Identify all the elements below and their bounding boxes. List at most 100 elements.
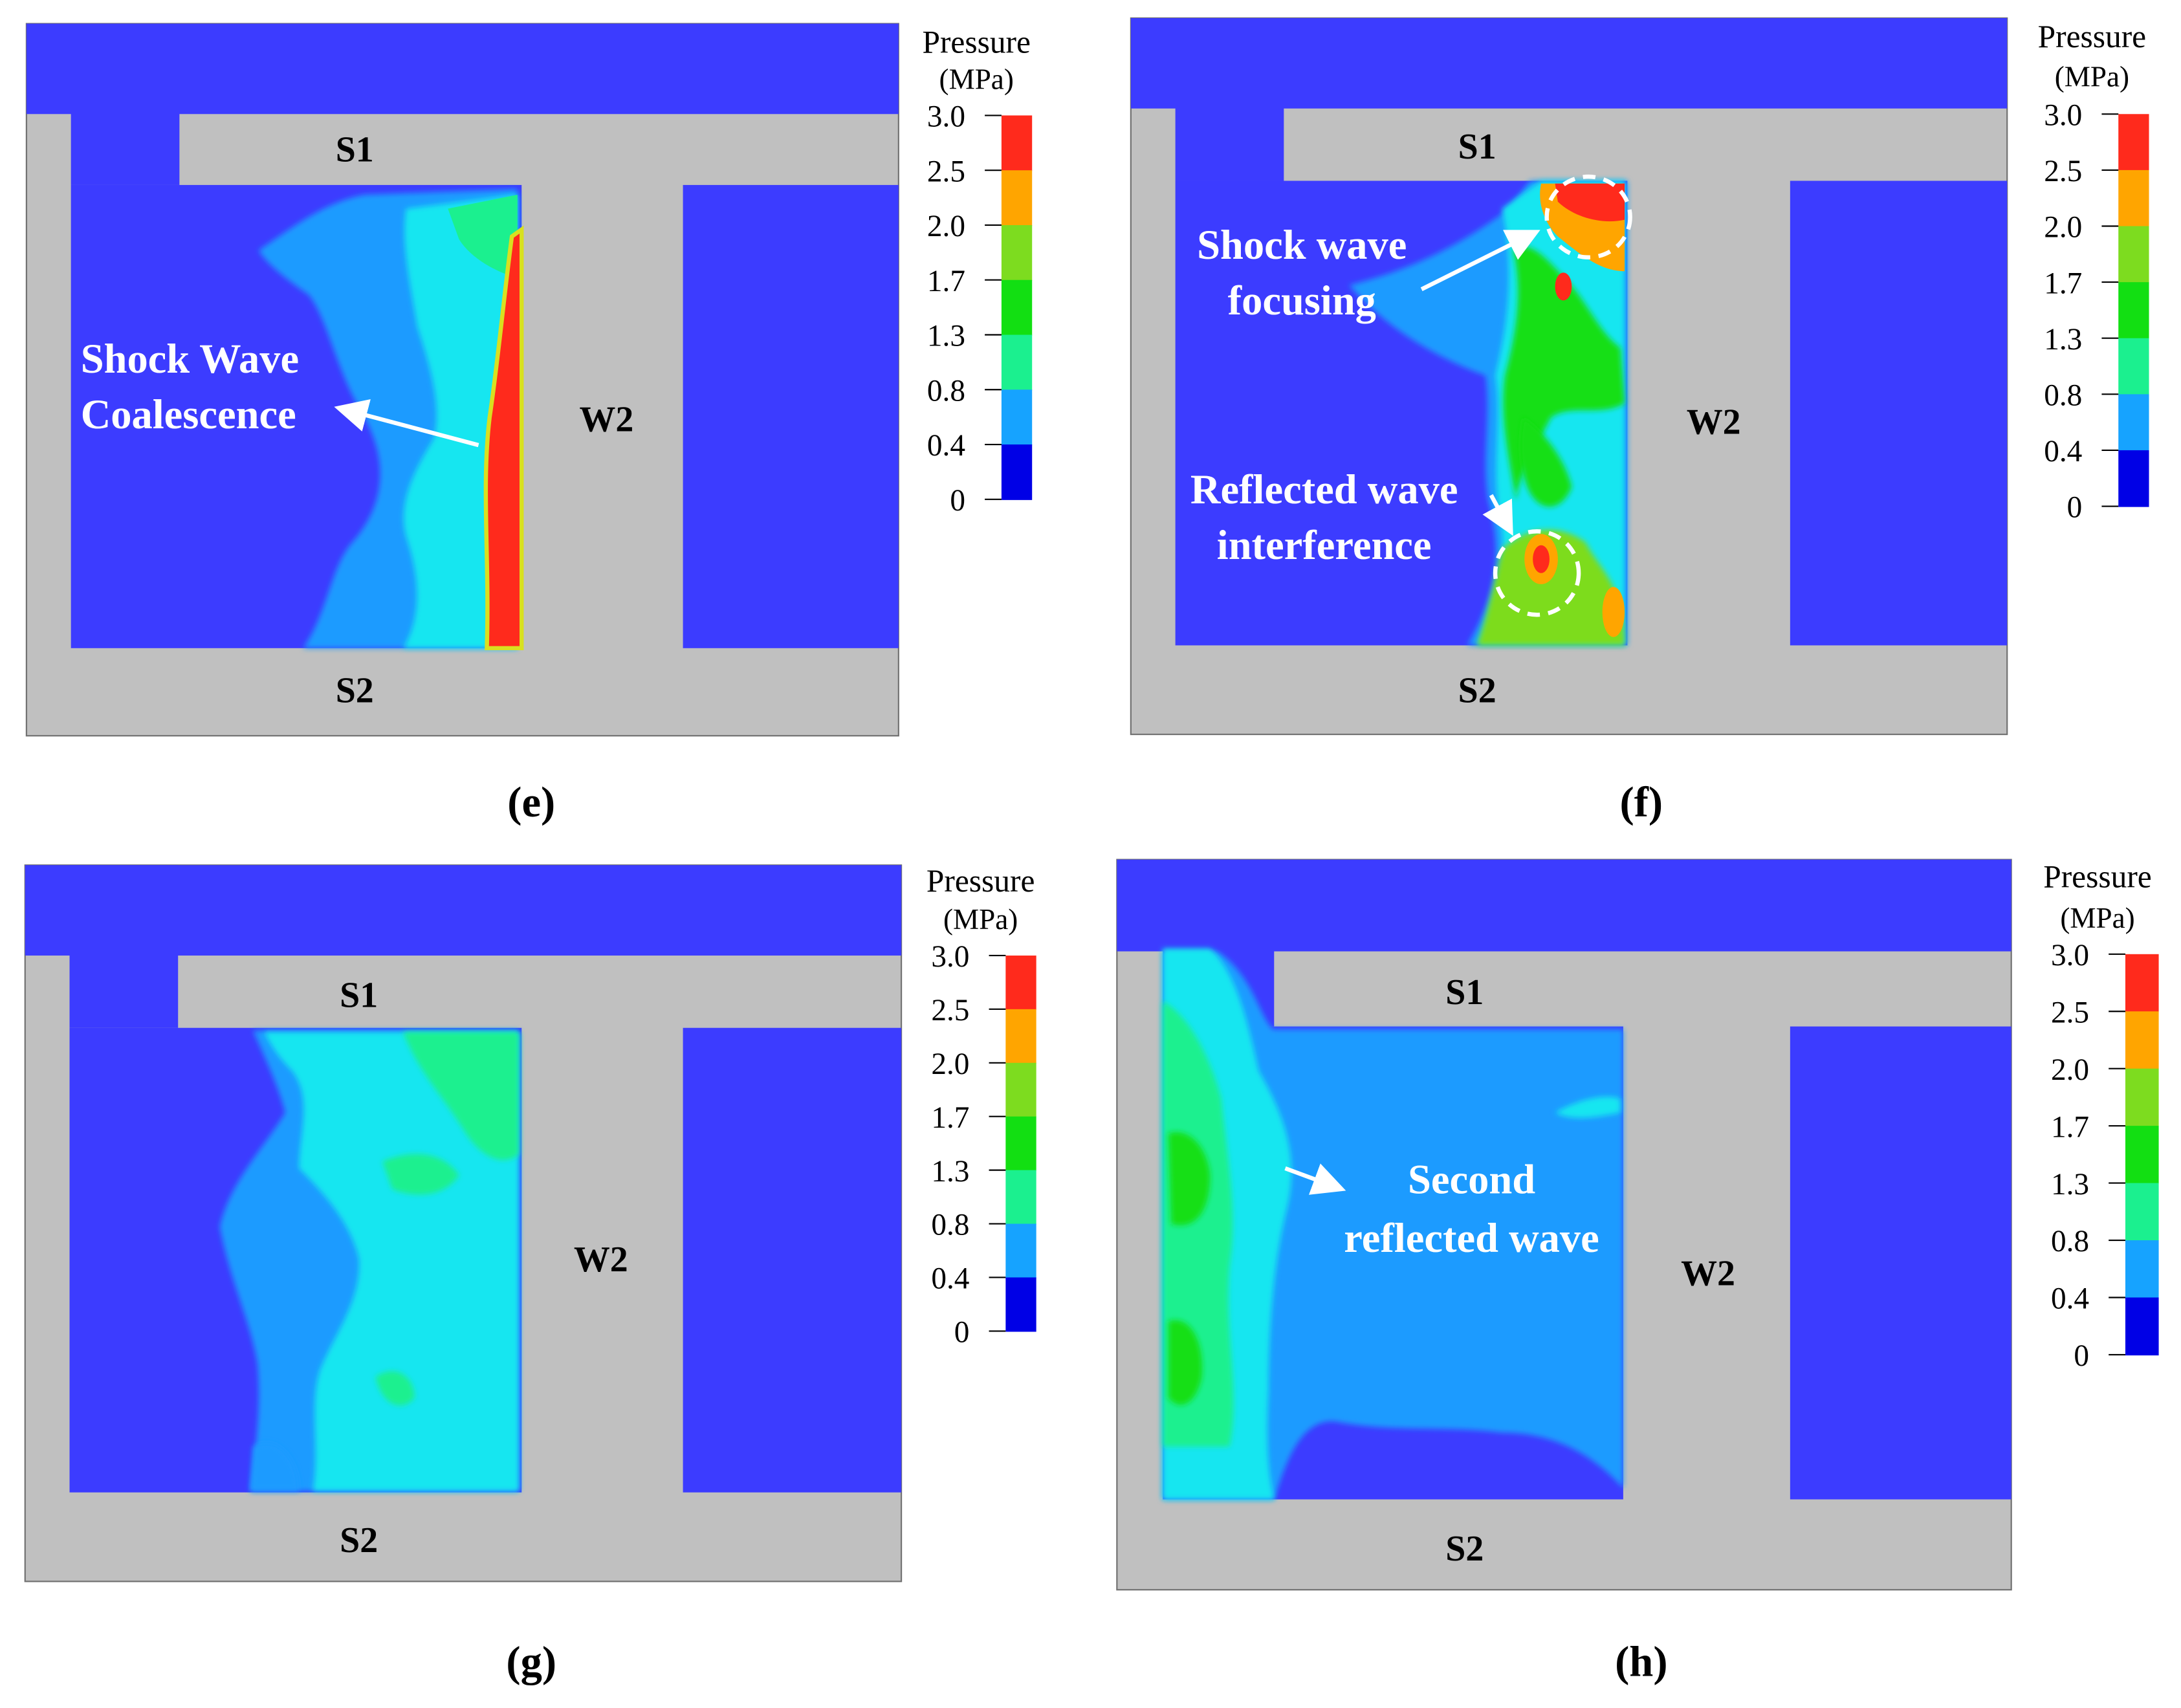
legend-tick-label: 0.8 <box>2044 379 2082 413</box>
annotations: Second reflected wave <box>1284 1157 1599 1261</box>
legend-tick-label: 3.0 <box>931 940 969 974</box>
contour-warm-bottom-right <box>1602 587 1625 637</box>
annotation-arrow <box>334 399 479 448</box>
legend-band <box>1005 955 1036 1010</box>
dashed-circle-top <box>1544 174 1632 259</box>
legend-tick-label: 0 <box>2074 1339 2089 1373</box>
contour-mid <box>448 194 518 278</box>
legend-tick-label: 0 <box>950 484 965 518</box>
legend-tick-label: 2.0 <box>2044 211 2082 245</box>
legend-band <box>2125 1011 2159 1069</box>
legend-title: Pressure <box>922 25 1031 60</box>
legend-unit: (MPa) <box>2055 60 2129 93</box>
label-s2: S2 <box>336 671 374 711</box>
pressure-contours <box>258 189 524 651</box>
pressure-contours <box>1163 948 1623 1500</box>
panel-g: S1 S2 W2 Pressure (MPa) 3.0 2.5 2.0 1.7 1.3 0… <box>24 863 1036 1686</box>
legend-band <box>2118 282 2149 339</box>
panel-e: S1 S2 W2 Shock Wave Coalescence Pressure… <box>25 23 1033 826</box>
legend-bar <box>1001 115 1033 500</box>
legend-band <box>1001 389 1033 446</box>
legend-band <box>1005 1223 1036 1278</box>
panel-f: S1 S2 W2 Shock wave focusing Reflected w… <box>1130 17 2149 826</box>
annotation-line-1: Second <box>1408 1157 1535 1203</box>
legend-tick-label: 0 <box>954 1316 970 1350</box>
legend-tick-label: 0.4 <box>927 429 965 463</box>
contour-cyan <box>264 1032 519 1491</box>
label-s1: S1 <box>340 975 378 1015</box>
legend-band <box>2118 338 2149 395</box>
legend-band <box>2118 114 2149 171</box>
legend-tick-label: 0.8 <box>927 374 965 408</box>
pressure-legend: Pressure (MPa) 3.0 2.5 2.0 1.7 1.3 0.8 0.4 0 <box>2043 859 2159 1373</box>
contour-blue-field <box>1163 951 1623 1500</box>
legend-tick-label: 1.3 <box>2051 1168 2089 1201</box>
legend-title: Pressure <box>926 863 1035 899</box>
contour-green-3 <box>1520 417 1572 507</box>
legend-band <box>2118 170 2149 227</box>
labels: S1 S2 W2 <box>336 129 634 710</box>
annotation-line-2: Coalescence <box>81 391 296 437</box>
legend-tick-label: 3.0 <box>2044 98 2082 132</box>
legend-tick-label: 2.5 <box>931 994 969 1027</box>
legend-title: Pressure <box>2038 19 2147 54</box>
legend-band <box>1005 1170 1036 1225</box>
fluid-right-region <box>1790 1026 2011 1500</box>
labels: S1 S2 W2 <box>1445 972 1735 1569</box>
legend-band <box>1001 334 1033 391</box>
legend-band <box>1001 115 1033 171</box>
legend-tick-label: 1.7 <box>931 1101 969 1135</box>
annotation-line-2: focusing <box>1228 278 1376 323</box>
contour-bottom-low <box>250 1443 300 1491</box>
legend-tick-label: 1.3 <box>927 320 965 353</box>
pressure-legend: Pressure (MPa) 3.0 2.5 2.0 1.7 1.3 0.8 0.4 0 <box>2038 19 2149 525</box>
annotation-line-4: interference <box>1217 522 1432 568</box>
pressure-legend: Pressure (MPa) 3.0 2.5 2.0 1.7 1.3 0.8 0.4 0 <box>926 863 1036 1350</box>
legend-tick-label: 0.8 <box>2051 1225 2089 1258</box>
legend-band <box>2118 450 2149 507</box>
contour-hot-spot-right <box>1605 246 1622 268</box>
legend-tick-label: 0 <box>2067 491 2083 525</box>
fluid-left-column <box>71 23 180 185</box>
legend-band <box>1001 170 1033 226</box>
fluid-right-region <box>683 1027 902 1493</box>
labels: S1 S2 W2 <box>1458 127 1741 711</box>
legend-unit: (MPa) <box>2060 902 2134 934</box>
label-s1: S1 <box>1458 127 1496 167</box>
legend-tick-label: 2.5 <box>2044 155 2082 188</box>
label-s1: S1 <box>1445 972 1484 1013</box>
fluid-right-region <box>683 184 899 648</box>
annotation-arrow-top <box>1420 230 1540 292</box>
legend-band <box>1005 1116 1036 1171</box>
panel-caption: (f) <box>1620 779 1663 826</box>
legend-band <box>2125 1297 2159 1356</box>
labels: S1 S2 W2 <box>340 975 628 1560</box>
legend-tick-label: 2.0 <box>2051 1053 2089 1087</box>
legend-bar <box>2118 114 2149 507</box>
label-s2: S2 <box>1445 1529 1484 1569</box>
annotation-arrow <box>1284 1163 1346 1195</box>
contour-green-3 <box>375 1371 415 1406</box>
legend-tick-label: 0.8 <box>931 1209 969 1242</box>
legend-band <box>1005 1009 1036 1064</box>
legend-tick-label: 2.5 <box>927 155 965 188</box>
annotation-line-1: Shock Wave <box>81 336 299 382</box>
legend-band <box>2125 1068 2159 1127</box>
legend-tick-label: 1.7 <box>2051 1110 2089 1144</box>
contour-red-bottom <box>1533 545 1550 573</box>
fluid-left-column <box>1175 17 1284 181</box>
contour-green-core-1 <box>1168 1132 1211 1225</box>
contour-green-1 <box>403 1032 519 1161</box>
annotation-arrow-bottom <box>1482 494 1513 536</box>
legend-band <box>1001 444 1033 500</box>
legend-band <box>2125 954 2159 1013</box>
legend-tick-label: 3.0 <box>927 100 965 134</box>
panel-caption: (h) <box>1615 1639 1667 1686</box>
legend-unit: (MPa) <box>943 903 1018 936</box>
legend-bar <box>1005 955 1036 1332</box>
pressure-contours <box>219 1031 519 1491</box>
annotations: Shock Wave Coalescence <box>81 336 479 448</box>
annotation-line-3: Reflected wave <box>1190 466 1458 512</box>
panel-caption: (e) <box>507 779 555 826</box>
